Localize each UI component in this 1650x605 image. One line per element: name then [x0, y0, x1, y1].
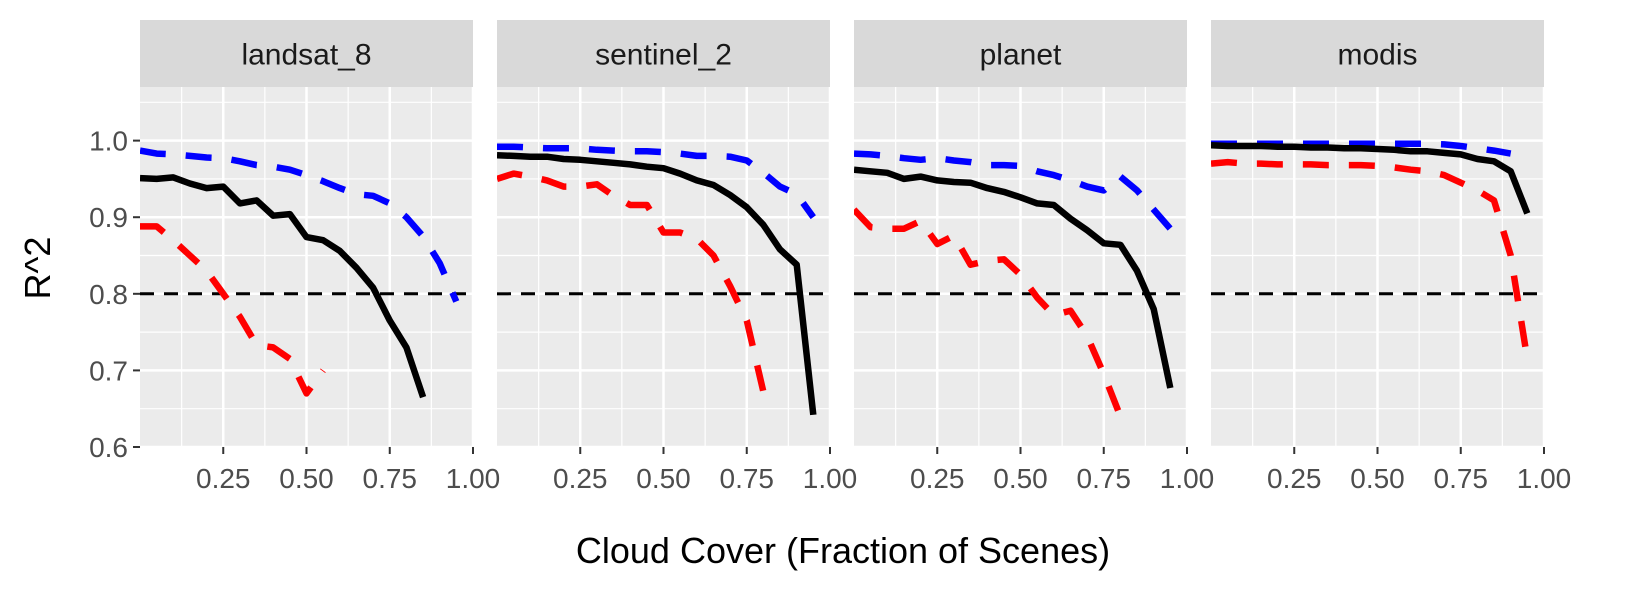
facet-strip-label: planet	[980, 39, 1062, 72]
x-tick-label: 0.75	[363, 463, 418, 494]
facet-strip-label: sentinel_2	[595, 39, 732, 72]
x-tick-label: 1.00	[1160, 463, 1215, 494]
y-tick-label: 1.0	[89, 126, 128, 157]
x-tick-label: 0.25	[1267, 463, 1322, 494]
series-line	[497, 151, 817, 416]
x-tick-label: 0.50	[993, 463, 1048, 494]
x-tick-label: 0.50	[279, 463, 334, 494]
series-line	[497, 170, 767, 393]
facet-panel-planet: planet 0.25 0.50 0.75 1.00	[854, 20, 1214, 494]
x-tick-label: 0.50	[1350, 463, 1405, 494]
x-tick-label: 0.75	[1434, 463, 1489, 494]
x-tick-label: 1.00	[1517, 463, 1572, 494]
y-tick-label: 0.9	[89, 202, 128, 233]
facet-strip	[1211, 20, 1544, 87]
series-line	[1211, 141, 1531, 215]
series-line	[854, 207, 1124, 418]
x-tick-label: 0.25	[910, 463, 965, 494]
series-line	[1211, 158, 1531, 360]
series-line	[140, 174, 427, 399]
series-line	[854, 150, 1173, 231]
x-tick-label: 0.75	[720, 463, 775, 494]
x-tick-label: 1.00	[446, 463, 501, 494]
x-tick-label: 0.75	[1077, 463, 1132, 494]
y-tick-label: 0.8	[89, 279, 128, 310]
facet-panel-landsat-8: landsat_8 0.25 0.50 0.75 1.00	[140, 20, 500, 494]
series-line	[140, 147, 460, 303]
facet-panel-modis: modis 0.25 0.50 0.75 1.00	[1211, 20, 1571, 494]
x-tick-label: 1.00	[803, 463, 858, 494]
facet-panel-sentinel-2: sentinel_2 0.25 0.50 0.75 1.00	[497, 20, 857, 494]
x-tick-label: 0.50	[636, 463, 691, 494]
x-axis-title: Cloud Cover (Fraction of Scenes)	[576, 530, 1110, 571]
series-line	[854, 166, 1174, 389]
facet-strip-label: modis	[1337, 39, 1417, 72]
y-tick-label: 0.7	[89, 355, 128, 386]
facet-strip	[854, 20, 1187, 87]
x-tick-label: 0.25	[553, 463, 608, 494]
facet-strip-label: landsat_8	[241, 39, 371, 72]
facet-strip	[497, 20, 830, 87]
x-tick-label: 0.25	[196, 463, 251, 494]
y-tick-label: 0.6	[89, 432, 128, 463]
series-line	[497, 143, 816, 220]
y-axis-title: R^2	[17, 237, 58, 300]
facet-strip	[140, 20, 473, 87]
